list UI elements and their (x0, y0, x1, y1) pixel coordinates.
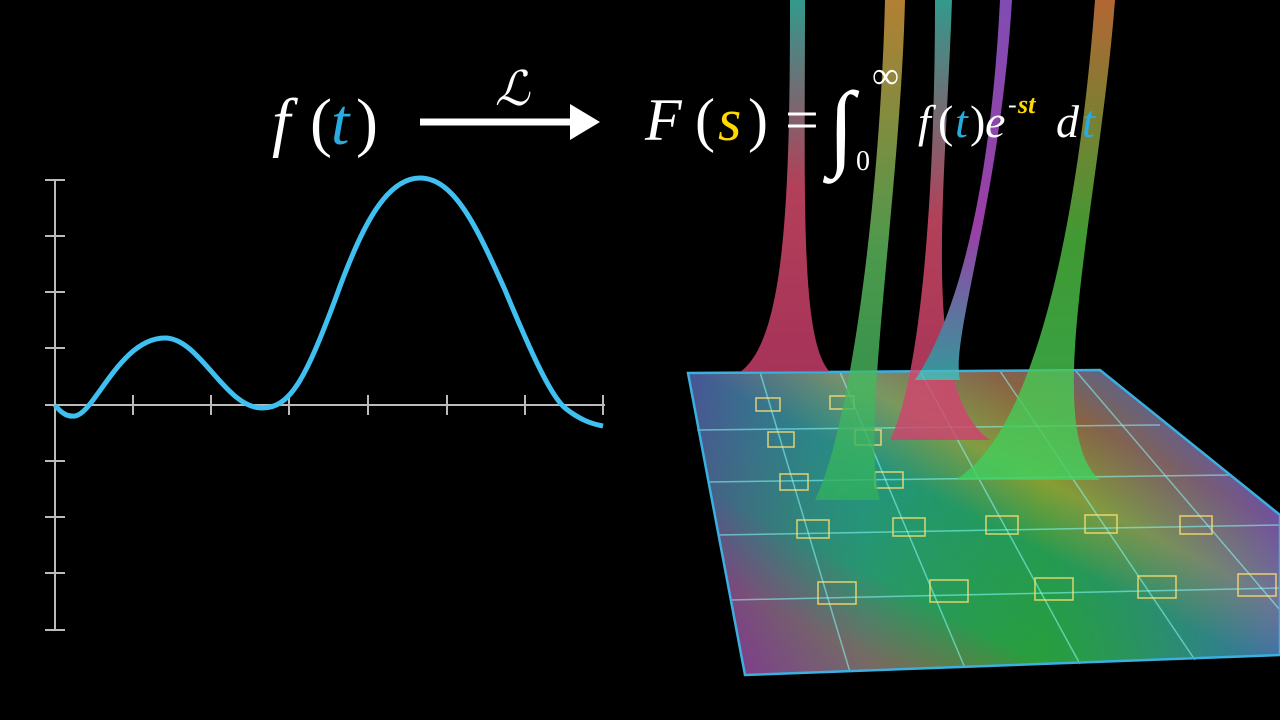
y-ticks (45, 179, 65, 631)
symbol: f (272, 86, 298, 159)
paren: ( (695, 87, 715, 153)
paren: ( (938, 96, 953, 147)
symbol: e (985, 96, 1005, 147)
integral: ∫ (822, 72, 860, 184)
exponent-sign: - (1008, 90, 1017, 119)
paren: ) (356, 86, 378, 159)
equals: = (785, 87, 819, 153)
variable: t (955, 96, 969, 147)
exponent: st (1017, 90, 1036, 119)
paren: ( (310, 86, 332, 159)
lower-limit: 0 (856, 146, 870, 177)
variable: t (1082, 96, 1096, 147)
variable: t (331, 86, 351, 159)
paren: ) (748, 87, 768, 153)
symbol: d (1056, 96, 1080, 147)
upper-limit: ∞ (872, 55, 899, 97)
x-ticks (132, 395, 604, 415)
poles (740, 0, 1115, 500)
formula: f ( t ) ℒ F ( s ) = ∫ ∞ 0 f ( t ) e - st… (272, 55, 1096, 184)
paren: ) (970, 96, 985, 147)
operator: ℒ (495, 63, 531, 116)
symbol: F (644, 87, 683, 153)
plot (45, 175, 605, 631)
variable: s (718, 87, 741, 153)
arrow-head (570, 104, 600, 140)
s-plane-surface (686, 368, 1280, 677)
signal-curve (53, 175, 604, 429)
